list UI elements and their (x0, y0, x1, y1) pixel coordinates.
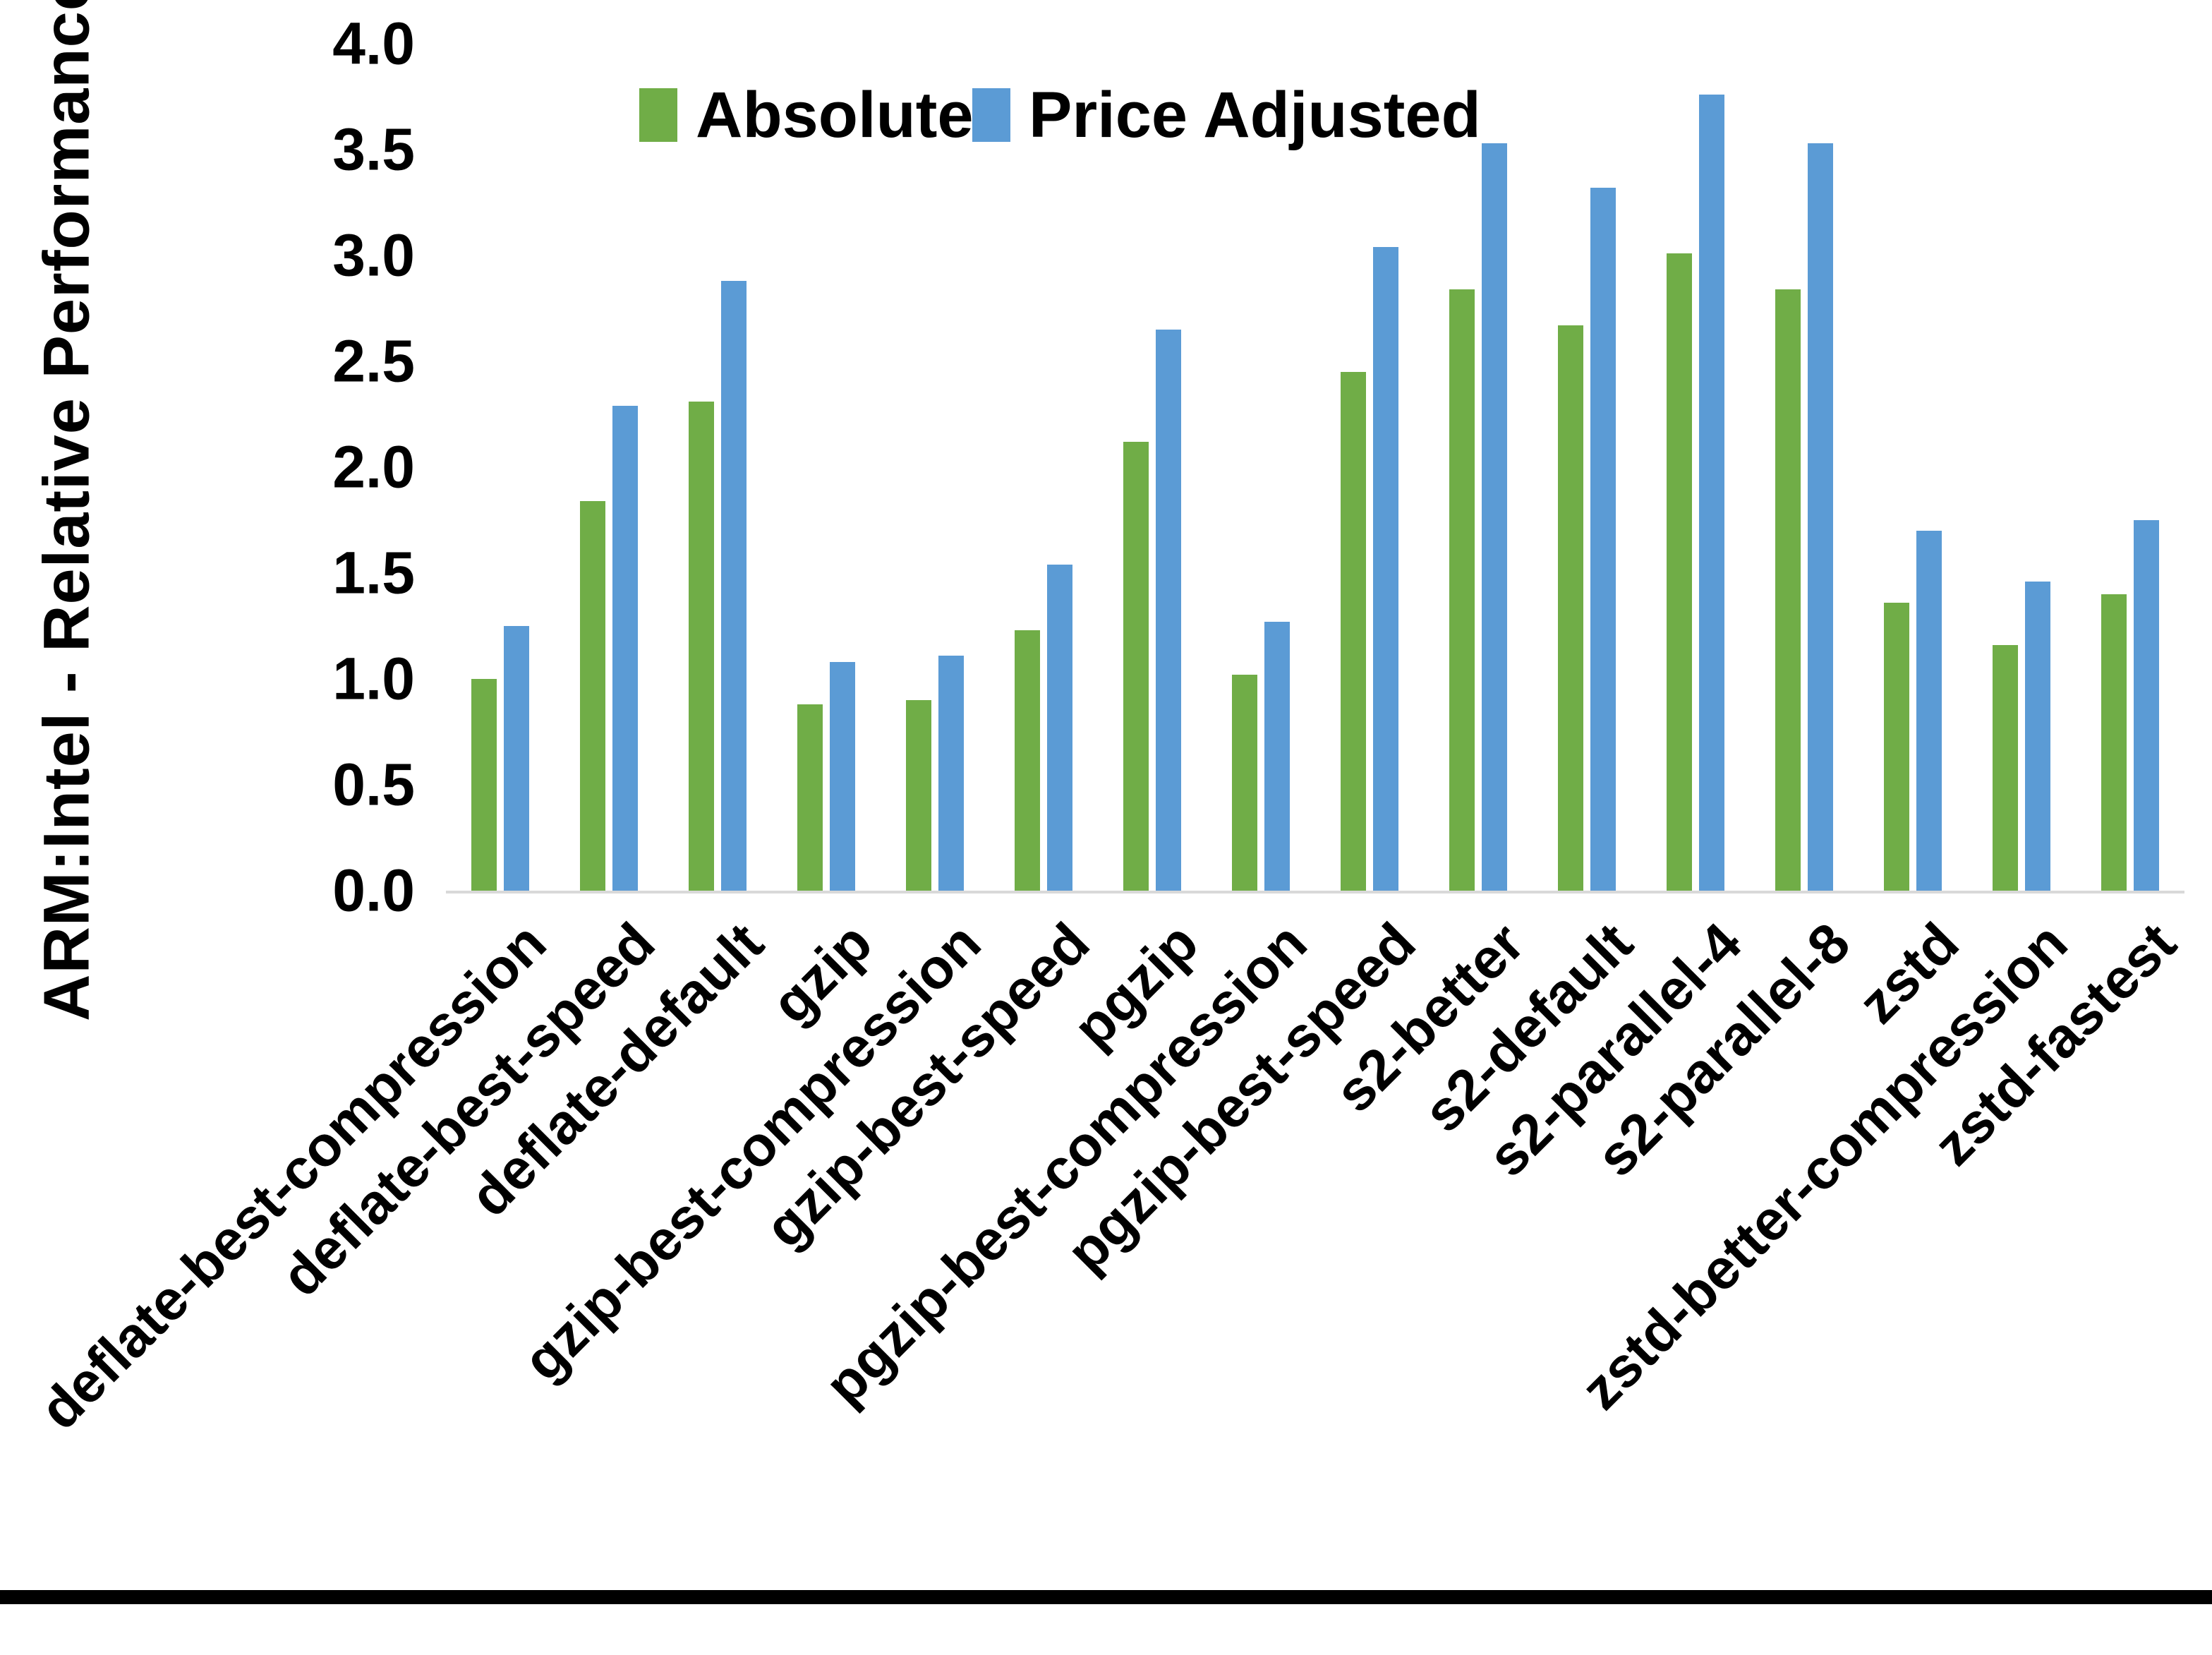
bar-price-adjusted-gzip-best-compression (938, 656, 964, 891)
bar-price-adjusted-pgzip (1156, 330, 1181, 891)
legend-swatch-absolute-icon (639, 88, 677, 142)
x-tick-label-gzip-best-speed: gzip-best-speed (753, 910, 1101, 1260)
bar-absolute-deflate-best-compression (471, 679, 497, 891)
x-tick-label-zstd-better-compression: zstd-better-compression (1569, 910, 2079, 1421)
bar-price-adjusted-gzip (830, 662, 855, 891)
bar-absolute-s2-parallel-4 (1667, 253, 1692, 891)
bar-price-adjusted-s2-parallel-4 (1699, 95, 1724, 891)
x-tick-label-gzip-best-compression: gzip-best-compression (511, 910, 993, 1392)
legend-label-price-adjusted: Price Adjusted (1029, 79, 1481, 151)
bar-absolute-gzip-best-compression (906, 700, 931, 891)
x-tick-label-deflate-default: deflate-default (458, 910, 775, 1229)
bar-absolute-zstd-better-compression (1993, 645, 2018, 891)
bar-group-zstd (1859, 44, 1967, 891)
bar-price-adjusted-s2-default (1590, 188, 1616, 891)
bar-price-adjusted-s2-better (1482, 143, 1507, 891)
bar-group-s2-parallel-8 (1750, 44, 1859, 891)
bar-price-adjusted-pgzip-best-compression (1264, 622, 1290, 891)
bar-price-adjusted-s2-parallel-8 (1808, 143, 1833, 891)
legend-item-absolute: Absolute (639, 79, 974, 151)
bar-absolute-gzip (797, 704, 823, 891)
bar-absolute-gzip-best-speed (1015, 630, 1040, 891)
bar-price-adjusted-deflate-default (721, 281, 747, 891)
x-tick-label-zstd-fastest: zstd-fastest (1921, 910, 2188, 1177)
legend-swatch-price-adjusted-icon (972, 88, 1010, 142)
bar-group-s2-default (1533, 44, 1641, 891)
bar-price-adjusted-deflate-best-compression (504, 626, 529, 891)
x-tick-label-s2-parallel-8: s2-parallel-8 (1584, 910, 1862, 1188)
bar-price-adjusted-pgzip-best-speed (1373, 247, 1398, 891)
legend-label-absolute: Absolute (696, 79, 974, 151)
x-tick-label-pgzip-best-speed: pgzip-best-speed (1054, 910, 1427, 1284)
bar-group-s2-parallel-4 (1641, 44, 1750, 891)
bar-price-adjusted-gzip-best-speed (1047, 565, 1072, 891)
x-tick-label-gzip: gzip (759, 910, 884, 1035)
bar-price-adjusted-deflate-best-speed (612, 406, 638, 891)
x-tick-label-pgzip: pgzip (1061, 910, 1210, 1060)
bar-group-s2-better (1424, 44, 1533, 891)
bar-group-pgzip-best-speed (1315, 44, 1424, 891)
legend-item-price-adjusted: Price Adjusted (972, 79, 1481, 151)
x-tick-label-s2-default: s2-default (1411, 910, 1645, 1144)
bar-price-adjusted-zstd (1916, 531, 1942, 891)
bar-absolute-zstd-fastest (2101, 594, 2127, 891)
bar-group-gzip-best-speed (989, 44, 1098, 891)
x-tick-label-zstd: zstd (1846, 910, 1971, 1035)
bar-absolute-s2-default (1558, 325, 1583, 891)
bar-absolute-s2-better (1449, 289, 1475, 891)
bar-price-adjusted-zstd-fastest (2134, 520, 2159, 891)
slide-bottom-border (0, 1590, 2212, 1604)
x-tick-label-deflate-best-compression: deflate-best-compression (28, 910, 558, 1442)
bar-absolute-deflate-default (689, 402, 714, 891)
bar-absolute-pgzip-best-compression (1232, 675, 1257, 891)
y-axis-title: ARM:Intel - Relative Performance (30, 0, 103, 1021)
x-tick-label-pgzip-best-compression: pgzip-best-compression (812, 910, 1319, 1417)
bar-absolute-pgzip-best-speed (1341, 372, 1366, 891)
bar-chart: ARM:Intel - Relative Performance 0.0 0.5 1… (0, 0, 2212, 1604)
bar-group-zstd-better-compression (1967, 44, 2076, 891)
bar-group-pgzip-best-compression (1207, 44, 1315, 891)
bar-absolute-pgzip (1123, 442, 1149, 891)
bar-group-deflate-best-speed (555, 44, 663, 891)
bar-group-deflate-default (663, 44, 772, 891)
bar-absolute-zstd (1884, 603, 1909, 891)
bar-group-gzip (772, 44, 881, 891)
bar-absolute-s2-parallel-8 (1775, 289, 1801, 891)
bar-group-gzip-best-compression (881, 44, 989, 891)
x-tick-label-deflate-best-speed: deflate-best-speed (269, 910, 667, 1308)
bar-price-adjusted-zstd-better-compression (2025, 582, 2050, 891)
bar-group-deflate-best-compression (446, 44, 555, 891)
x-tick-label-s2-better: s2-better (1322, 910, 1536, 1124)
bar-group-zstd-fastest (2076, 44, 2184, 891)
bar-group-pgzip (1098, 44, 1207, 891)
plot-area (446, 44, 2184, 893)
bar-absolute-deflate-best-speed (580, 501, 605, 891)
x-tick-label-s2-parallel-4: s2-parallel-4 (1475, 910, 1753, 1188)
